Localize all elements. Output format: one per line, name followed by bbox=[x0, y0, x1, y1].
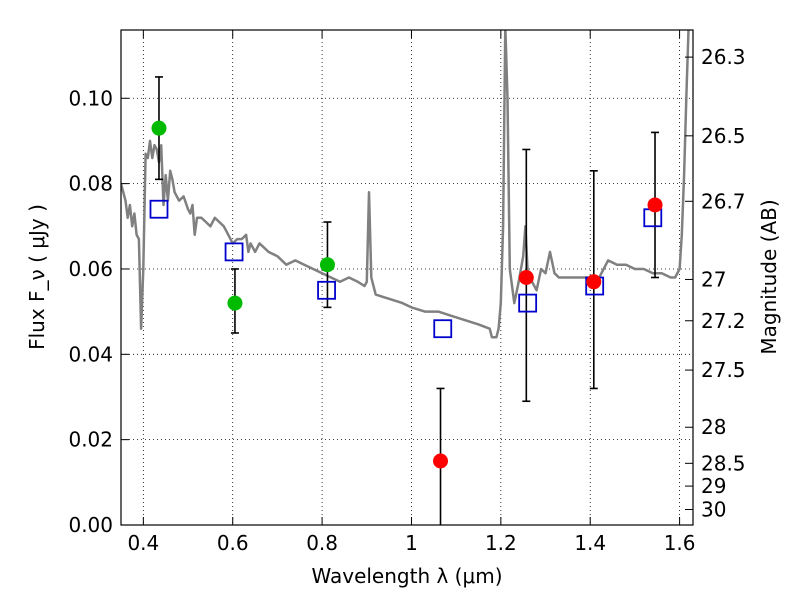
x-tick-label: 1.2 bbox=[485, 531, 517, 555]
x-tick-label: 1.6 bbox=[664, 531, 696, 555]
ticks-layer: 0.4 0.6 0.8 1 1.2 1.4 1.6 0.00 0.02 0.04 0.06 0.08 0… bbox=[68, 30, 746, 555]
green-point bbox=[151, 120, 167, 136]
red-point bbox=[647, 197, 663, 213]
green-point bbox=[319, 257, 335, 273]
plot-frame bbox=[120, 29, 694, 526]
y-tick-label: 0.08 bbox=[68, 172, 113, 196]
x-tick-label: 0.8 bbox=[306, 531, 338, 555]
mag-tick-label: 26.3 bbox=[701, 45, 746, 69]
x-axis-label: Wavelength λ (μm) bbox=[311, 564, 502, 588]
green-point bbox=[227, 295, 243, 311]
y-tick-label: 0.00 bbox=[68, 513, 113, 537]
model-square bbox=[317, 280, 336, 300]
mag-tick-label: 30 bbox=[701, 498, 726, 522]
model-square bbox=[224, 242, 244, 262]
y-tick-label: 0.04 bbox=[68, 342, 113, 366]
mag-tick-label: 27.5 bbox=[701, 358, 746, 382]
mag-tick-label: 27 bbox=[701, 267, 726, 291]
red-point bbox=[586, 274, 602, 290]
red-point bbox=[518, 270, 534, 285]
y-axis-right-label: Magnitude (AB) bbox=[757, 199, 781, 354]
x-tick-label: 0.6 bbox=[217, 531, 249, 555]
y-axis-label: Flux F_ν ( μJy ) bbox=[25, 204, 49, 350]
y-tick-label: 0.06 bbox=[68, 257, 113, 281]
x-tick-label: 1 bbox=[405, 531, 418, 555]
photometry-points-layer bbox=[151, 120, 663, 469]
mag-tick-label: 26.7 bbox=[701, 189, 746, 213]
mag-tick-label: 28.5 bbox=[701, 451, 746, 475]
model-square bbox=[149, 199, 169, 219]
spectrum-layer bbox=[121, 30, 690, 339]
spectrum-line bbox=[121, 30, 690, 339]
mag-tick-label: 28 bbox=[701, 415, 726, 439]
mag-tick-label: 29 bbox=[701, 474, 726, 498]
model-square bbox=[433, 319, 453, 339]
grid-lines bbox=[121, 30, 693, 525]
y-tick-label: 0.02 bbox=[68, 428, 113, 452]
x-tick-label: 1.4 bbox=[574, 531, 606, 555]
y-tick-label: 0.10 bbox=[68, 86, 113, 110]
x-tick-label: 0.4 bbox=[127, 531, 159, 555]
mag-tick-label: 27.2 bbox=[701, 309, 746, 333]
model-square bbox=[518, 293, 538, 313]
mag-tick-label: 26.5 bbox=[701, 124, 746, 148]
red-point bbox=[433, 453, 449, 469]
